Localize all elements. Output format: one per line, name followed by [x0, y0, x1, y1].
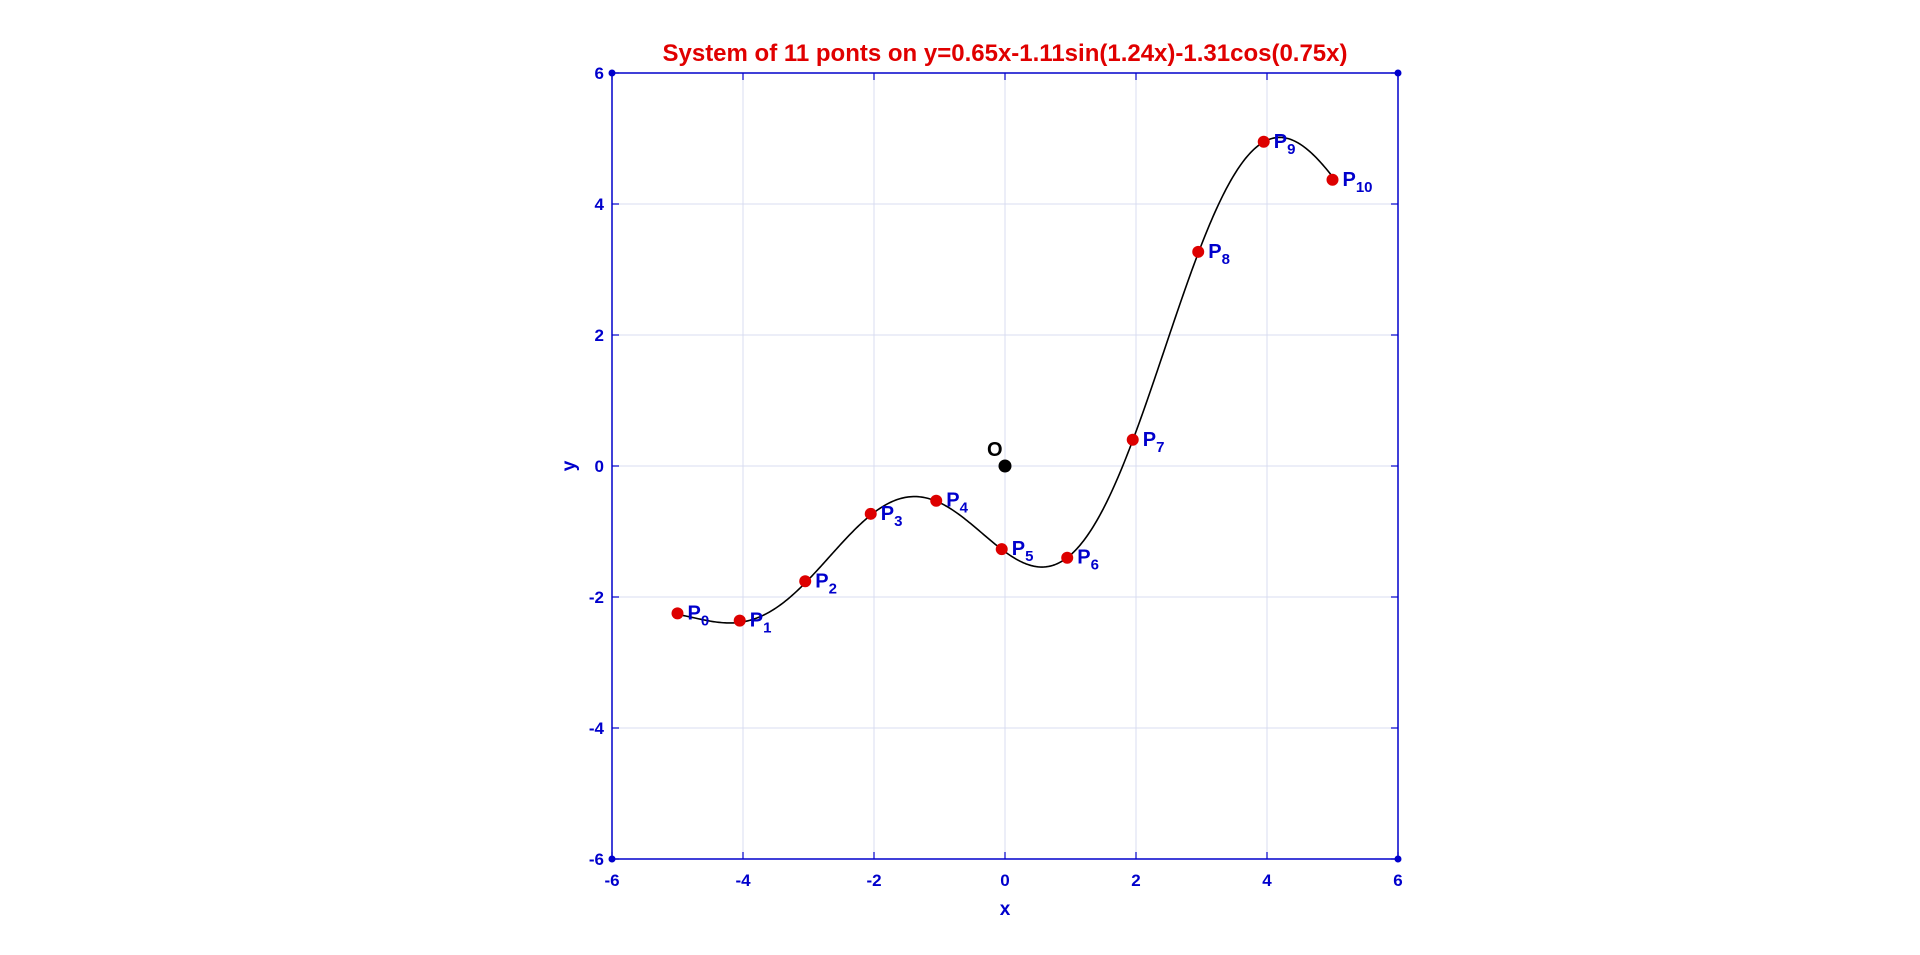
- point-marker: [1061, 551, 1074, 564]
- x-tick-label: -2: [866, 871, 881, 890]
- point-label-base: P: [1012, 538, 1025, 560]
- point-label-subscript: 10: [1356, 179, 1373, 196]
- point-label-base: P: [750, 610, 763, 632]
- point-label-base: P: [1143, 429, 1156, 451]
- point-label-base: P: [881, 503, 894, 525]
- point-label: P0: [688, 602, 710, 629]
- y-tick-label: 2: [595, 326, 604, 345]
- x-axis-label: x: [1000, 899, 1011, 920]
- grid: [612, 73, 1398, 859]
- point-label-base: P: [1274, 131, 1287, 153]
- point-label-subscript: 4: [960, 500, 969, 517]
- point-label-subscript: 5: [1025, 548, 1033, 565]
- point-label: P1: [750, 610, 772, 637]
- y-axis-label: y: [559, 460, 580, 471]
- point-marker: [930, 494, 943, 507]
- point-label-base: P: [946, 490, 959, 512]
- point-label-subscript: 2: [829, 580, 837, 597]
- point-label: P7: [1143, 429, 1165, 456]
- y-tick-label: -4: [589, 719, 605, 738]
- point-label-base: P: [688, 602, 701, 624]
- point-label: P9: [1274, 131, 1296, 158]
- point-label: P8: [1208, 241, 1230, 268]
- point-label-subscript: 7: [1156, 439, 1164, 456]
- point-marker: [733, 614, 746, 627]
- x-tick-label: 0: [1000, 871, 1009, 890]
- y-tick-label: 4: [595, 195, 605, 214]
- y-tick-label: 0: [595, 457, 604, 476]
- point-label: P10: [1343, 169, 1373, 196]
- point-label-subscript: 1: [763, 620, 771, 637]
- point-label-base: P: [1077, 547, 1090, 569]
- y-tick-label: -2: [589, 588, 604, 607]
- y-tick-label: -6: [589, 850, 604, 869]
- y-tick-label: 6: [595, 64, 604, 83]
- chart-title: System of 11 ponts on y=0.65x-1.11sin(1.…: [662, 40, 1347, 67]
- point-label: P4: [946, 490, 968, 517]
- x-tick-label: -6: [604, 871, 619, 890]
- point-label: P5: [1012, 538, 1034, 565]
- x-tick-label: 6: [1393, 871, 1402, 890]
- point-label: P3: [881, 503, 903, 530]
- point-label-subscript: 0: [701, 612, 709, 629]
- point-marker: [1192, 245, 1205, 258]
- x-tick-label: -4: [735, 871, 751, 890]
- point-label-subscript: 6: [1091, 557, 1099, 574]
- point-label-base: P: [1208, 241, 1221, 263]
- point-label-base: P: [815, 570, 828, 592]
- x-tick-label: 4: [1262, 871, 1272, 890]
- point-label: P2: [815, 570, 837, 597]
- x-tick-label: 2: [1131, 871, 1140, 890]
- origin-label: O: [987, 439, 1003, 461]
- axes: -6 -4 -2 0 2 4 6 -6 -4 -2 0 2 4 6: [589, 64, 1403, 890]
- point-label-subscript: 8: [1222, 251, 1230, 268]
- point-marker: [1257, 135, 1270, 148]
- point-marker: [1326, 173, 1339, 186]
- point-label: P6: [1077, 547, 1099, 574]
- point-label-base: P: [1343, 169, 1356, 191]
- point-label-subscript: 9: [1287, 141, 1295, 158]
- point-marker: [671, 607, 684, 620]
- point-marker: [995, 543, 1008, 556]
- point-marker: [1126, 433, 1139, 446]
- point-label-subscript: 3: [894, 513, 902, 530]
- point-marker: [799, 575, 812, 588]
- point-marker: [864, 507, 877, 520]
- origin-marker: [998, 459, 1012, 473]
